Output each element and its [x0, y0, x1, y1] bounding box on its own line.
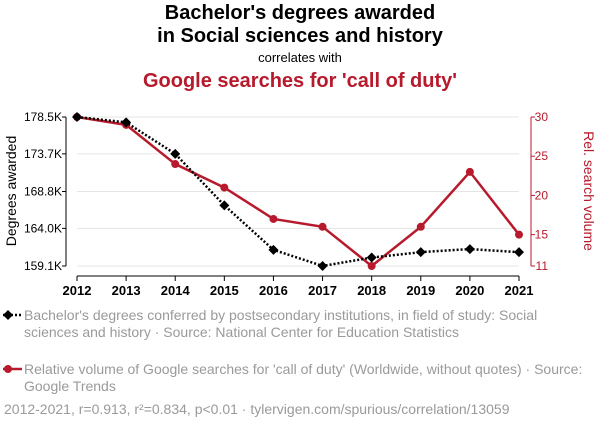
x-axis-tick-label: 2016 — [259, 283, 288, 298]
series2-point — [269, 214, 278, 223]
left-axis-tick-label: 173.7K — [24, 147, 62, 161]
x-axis-tick-label: 2019 — [406, 283, 435, 298]
series1-point — [121, 117, 132, 128]
series2-line — [76, 115, 520, 268]
x-axis-tick-label: 2021 — [505, 283, 534, 298]
series1-point — [219, 200, 230, 211]
series1-point — [170, 148, 181, 159]
series2-point — [220, 183, 229, 192]
series2-point — [318, 222, 327, 231]
series1-point — [514, 247, 524, 258]
right-axis-tick-label: 15 — [535, 228, 549, 242]
x-axis-tick-label: 2020 — [455, 283, 484, 298]
correlates-with-text: correlates with — [258, 50, 342, 65]
series2-point — [416, 222, 425, 231]
x-axis-tick-label: 2017 — [308, 283, 337, 298]
left-axis-title: Degrees awarded — [3, 136, 19, 247]
chart-title-line1: Bachelor's degrees awarded — [164, 2, 436, 24]
right-axis-tick-label: 20 — [535, 188, 549, 202]
left-axis-tick-label: 168.8K — [24, 185, 62, 199]
series1-point — [366, 252, 377, 263]
series2-point — [171, 160, 180, 169]
series1-line — [76, 115, 520, 268]
x-axis-tick-label: 2013 — [112, 283, 141, 298]
grid-layer — [77, 116, 519, 267]
left-axis-tick-label: 178.5K — [24, 110, 62, 124]
left-axis-tick-label: 159.1K — [24, 259, 62, 273]
x-axis-tick-label: 2015 — [210, 283, 239, 298]
legend-entry-series2: Relative volume of Google searches for '… — [24, 361, 583, 394]
chart-title-line2: in Social sciences and history — [157, 25, 443, 47]
series1-point — [415, 247, 426, 258]
chart-title-line3: Google searches for 'call of duty' — [142, 70, 458, 92]
x-axis-tick-label: 2012 — [63, 283, 92, 298]
axis-layer: 178.5K173.7K168.8K164.0K159.1K3025201511… — [3, 110, 597, 298]
legend-entry-series1: Bachelor's degrees conferred by postseco… — [24, 307, 538, 340]
legend-series1-diamond-icon — [3, 310, 13, 320]
footer-stats: 2012-2021, r=0.913, r²=0.834, p<0.01 · t… — [4, 401, 510, 417]
x-axis-tick-label: 2014 — [161, 283, 191, 298]
x-axis-tick-label: 2018 — [357, 283, 386, 298]
legend-series2-circle-icon — [4, 365, 12, 373]
legend-marks — [3, 310, 22, 373]
series2-point — [515, 230, 523, 239]
series1-point — [72, 112, 82, 122]
right-axis-title: Rel. search volume — [581, 131, 597, 251]
series2-point — [367, 262, 376, 270]
right-axis-tick-label: 30 — [535, 110, 549, 124]
series2-point — [465, 167, 474, 176]
right-axis-tick-label: 11 — [536, 259, 549, 273]
series1-point — [317, 261, 328, 271]
right-axis-tick-label: 25 — [535, 149, 549, 163]
series1-point — [268, 244, 279, 255]
left-axis-tick-label: 164.0K — [24, 221, 62, 235]
series1-point — [464, 244, 475, 255]
series-layer — [72, 112, 524, 271]
